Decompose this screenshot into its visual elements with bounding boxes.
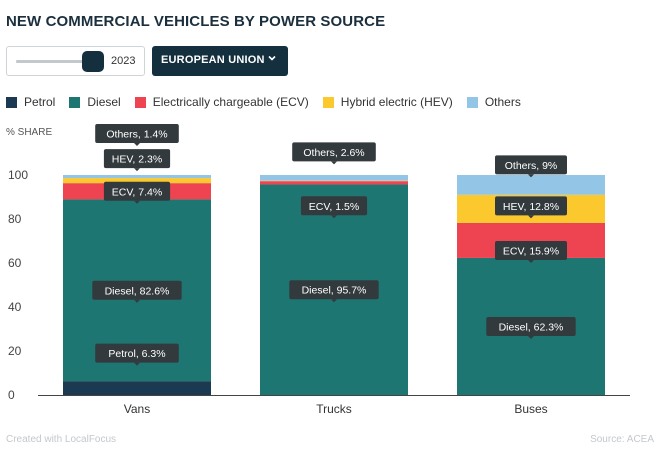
legend-swatch — [69, 96, 81, 108]
data-label-box — [495, 196, 567, 216]
data-label-pointer — [134, 362, 140, 366]
legend-swatch — [134, 96, 146, 108]
data-label: Others, 1.4% — [106, 129, 167, 141]
data-label: ECV, 7.4% — [112, 186, 162, 198]
region-label: EUROPEAN UNION — [161, 54, 265, 66]
data-label-box — [495, 155, 567, 175]
data-label-pointer — [528, 335, 534, 339]
legend-label: Electrically chargeable (ECV) — [152, 95, 309, 109]
data-label: Others, 2.6% — [303, 147, 364, 159]
year-label: 2023 — [111, 55, 136, 67]
y-axis-label: % SHARE — [6, 127, 52, 138]
data-label-pointer — [134, 200, 140, 204]
data-label-pointer — [134, 143, 140, 147]
y-tick-label: 20 — [8, 344, 22, 358]
legend-swatch — [6, 96, 17, 108]
legend-label: Others — [484, 95, 521, 109]
legend-swatch — [466, 96, 478, 108]
slider-handle[interactable] — [82, 51, 104, 72]
data-label-box — [495, 240, 567, 260]
data-label: Petrol, 6.3% — [108, 348, 165, 360]
y-tick-label: 60 — [8, 256, 22, 270]
y-tick-label: 80 — [8, 212, 22, 226]
legend-label: Petrol — [24, 95, 56, 109]
bar-segment — [63, 175, 211, 179]
data-label-pointer — [134, 299, 140, 303]
data-label: HEV, 12.8% — [503, 201, 559, 213]
data-label: ECV, 1.5% — [309, 201, 359, 213]
data-label-box — [289, 280, 379, 300]
data-label-box — [103, 149, 171, 169]
data-label: HEV, 2.3% — [112, 154, 162, 166]
data-label: Others, 9% — [505, 160, 558, 172]
data-label-box — [292, 142, 376, 162]
data-label: ECV, 15.9% — [503, 245, 559, 257]
bar-segment — [260, 181, 408, 185]
data-label: Diesel, 95.7% — [302, 285, 367, 297]
chart-title: NEW COMMERCIAL VEHICLES BY POWER SOURCE — [6, 13, 386, 30]
year-slider[interactable]: 2023 — [6, 46, 145, 76]
data-label: Diesel, 82.6% — [105, 285, 170, 297]
bar-segment — [260, 175, 408, 181]
data-label-pointer — [331, 161, 337, 165]
slider-fill — [16, 60, 96, 63]
x-tick-label: Buses — [514, 402, 547, 416]
legend-item[interactable]: Others — [466, 95, 521, 109]
data-label-pointer — [134, 168, 140, 172]
footer-source: Source: ACEA — [590, 434, 654, 445]
chevron-down-icon — [268, 55, 276, 61]
legend: Petrol Diesel Electrically chargeable (ECV… — [6, 95, 535, 109]
bar-segment — [63, 178, 211, 184]
legend-item[interactable]: Petrol — [6, 95, 55, 109]
footer-credit[interactable]: Created with LocalFocus — [6, 434, 117, 445]
legend-swatch — [322, 96, 334, 108]
slider-track[interactable] — [16, 60, 96, 63]
data-label-box — [300, 196, 368, 216]
legend-item[interactable]: Electrically chargeable (ECV) — [134, 95, 309, 109]
bar-segment — [63, 381, 211, 395]
y-tick-label: 100 — [8, 168, 28, 182]
y-tick-label: 0 — [8, 388, 15, 402]
data-label-box — [92, 280, 182, 300]
legend-item[interactable]: Diesel — [69, 95, 121, 109]
legend-item[interactable]: Hybrid electric (HEV) — [322, 95, 453, 109]
data-label-box — [95, 124, 179, 144]
data-label-pointer — [528, 215, 534, 219]
data-label-pointer — [528, 174, 534, 178]
bar-segment — [457, 175, 605, 195]
data-label-box — [95, 343, 179, 363]
legend-label: Hybrid electric (HEV) — [340, 95, 453, 109]
x-tick-label: Vans — [124, 402, 150, 416]
data-label-pointer — [528, 259, 534, 263]
legend-label: Diesel — [87, 95, 121, 109]
region-dropdown[interactable]: EUROPEAN UNION — [152, 46, 288, 76]
data-label-pointer — [331, 299, 337, 303]
data-label-box — [486, 316, 576, 336]
data-label-pointer — [331, 215, 337, 219]
data-label-box — [103, 181, 171, 201]
y-tick-label: 40 — [8, 300, 22, 314]
data-label: Diesel, 62.3% — [499, 321, 564, 333]
x-tick-label: Trucks — [316, 402, 352, 416]
